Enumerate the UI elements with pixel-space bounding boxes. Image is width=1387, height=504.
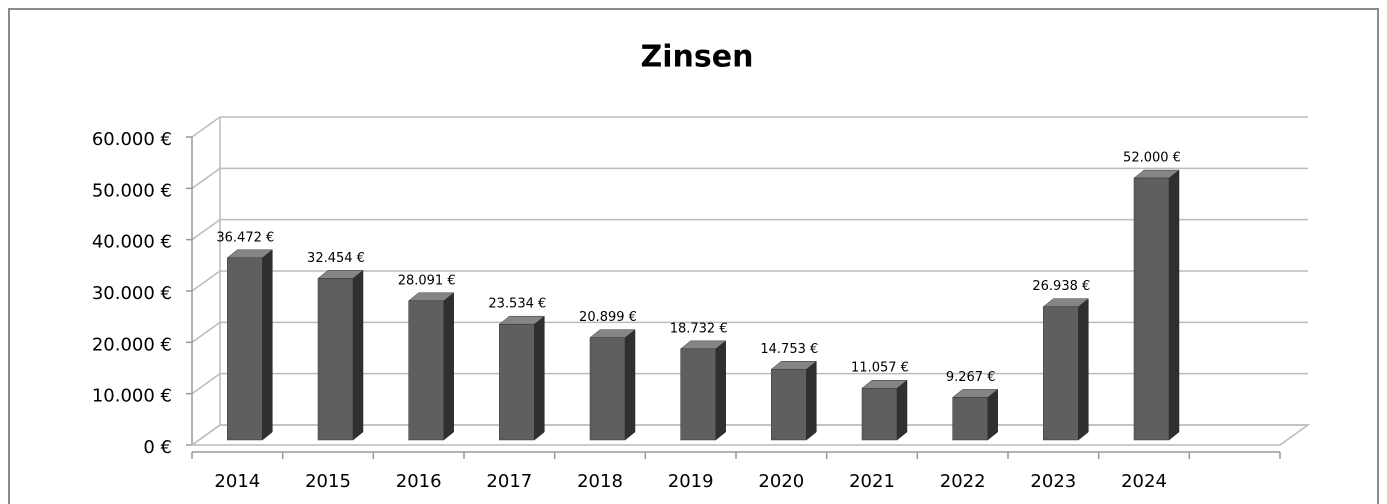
value-label: 23.534 €: [488, 297, 546, 312]
value-label: 32.454 €: [307, 251, 365, 266]
x-tick-label: 2015: [305, 471, 351, 492]
bar-side: [1168, 169, 1180, 441]
x-tick-label: 2021: [849, 471, 895, 492]
bar: [861, 387, 898, 441]
y-tick-label: 50.000 €: [92, 180, 172, 201]
bar: [680, 348, 716, 441]
bar-side: [352, 269, 364, 441]
value-label: 52.000 €: [1123, 151, 1181, 166]
y-tick-label: 0 €: [143, 437, 172, 458]
value-label: 26.938 €: [1032, 279, 1090, 294]
bar-side: [1078, 298, 1089, 441]
bar-side: [715, 340, 726, 441]
grid-line: [191, 372, 1308, 395]
x-tick-label: 2016: [396, 471, 442, 492]
bar-side: [987, 388, 998, 441]
y-tick-label: 60.000 €: [92, 129, 172, 150]
value-label: 36.472 €: [216, 230, 274, 245]
bar-side: [534, 315, 545, 441]
grid-line: [191, 218, 1308, 241]
x-tick-label: 2018: [577, 471, 623, 492]
x-tick-label: 2020: [758, 471, 804, 492]
bar: [1043, 306, 1079, 441]
y-tick-label: 20.000 €: [92, 334, 172, 355]
x-tick-label: 2017: [486, 471, 532, 492]
chart-title: Zinsen: [641, 40, 754, 75]
bar: [952, 397, 988, 441]
floor: [189, 424, 1311, 446]
x-tick-label: 2023: [1030, 471, 1076, 492]
bar: [1133, 177, 1170, 441]
bar-side: [896, 379, 908, 441]
grid-line: [191, 167, 1308, 189]
bar: [408, 300, 444, 441]
x-tick-label: 2022: [940, 471, 986, 492]
bar: [227, 257, 263, 441]
value-label: 11.057 €: [851, 361, 909, 376]
y-tick-label: 40.000 €: [92, 232, 172, 253]
bar-side: [443, 292, 454, 441]
grid-line: [191, 270, 1308, 292]
value-label: 14.753 €: [760, 342, 818, 357]
bar: [499, 323, 535, 441]
value-label: 28.091 €: [398, 273, 456, 288]
bar: [589, 337, 626, 441]
x-tick-label: 2014: [214, 471, 260, 492]
grid-line: [191, 321, 1308, 343]
bar-side: [262, 249, 273, 441]
y-tick-label: 30.000 €: [92, 283, 172, 304]
bar: [771, 369, 807, 441]
y-tick-label: 10.000 €: [92, 386, 172, 407]
value-label: 18.732 €: [670, 321, 728, 336]
grid-line: [191, 116, 1308, 138]
x-tick-label: 2019: [668, 471, 714, 492]
bar-side: [624, 329, 636, 441]
x-tick-label: 2024: [1121, 471, 1167, 492]
bar-side: [806, 360, 817, 441]
value-label: 20.899 €: [579, 310, 637, 325]
value-label: 9.267 €: [946, 370, 996, 385]
bar: [317, 278, 354, 441]
